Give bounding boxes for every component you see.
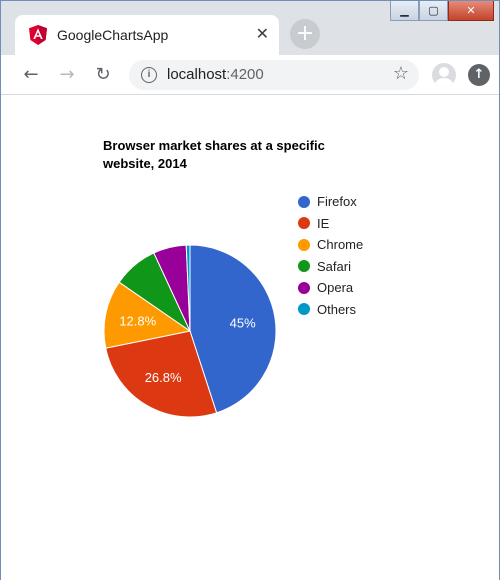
legend-dot (298, 281, 310, 294)
window-controls: ▁ ▢ ✕ (390, 1, 494, 23)
maximize-button[interactable]: ▢ (419, 1, 448, 21)
arrow-right-icon: → (59, 64, 75, 85)
close-icon: ✕ (466, 4, 476, 17)
slice-label-firefox: 45% (230, 316, 256, 331)
tab-googlechartsapp[interactable]: GoogleChartsApp ✕ (15, 15, 279, 55)
slice-label-chrome: 12.8% (119, 313, 156, 328)
legend-item-chrome[interactable]: Chrome (298, 234, 363, 256)
legend-dot (298, 195, 310, 208)
angular-icon (29, 25, 47, 45)
legend-label: Safari (317, 258, 351, 274)
legend-item-safari[interactable]: Safari (298, 256, 363, 278)
minimize-button[interactable]: ▁ (390, 1, 419, 21)
pie-slice-chrome[interactable] (103, 281, 192, 349)
star-icon[interactable]: ☆ (392, 63, 409, 84)
legend-dot (298, 260, 310, 273)
back-button[interactable]: ← (19, 63, 43, 87)
legend-dot (298, 303, 310, 316)
legend-label: Firefox (317, 194, 357, 210)
legend-label: IE (317, 215, 330, 231)
forward-button[interactable]: → (55, 63, 79, 87)
tab-title: GoogleChartsApp (57, 27, 169, 43)
reload-button[interactable]: ↻ (91, 63, 115, 87)
legend-item-ie[interactable]: IE (298, 213, 363, 235)
slice-label-ie: 26.8% (145, 370, 182, 385)
minimize-icon: ▁ (400, 4, 409, 17)
reload-icon: ↻ (95, 64, 111, 85)
legend-label: Others (317, 301, 357, 317)
tab-close-button[interactable]: ✕ (255, 24, 269, 43)
pie-slice-firefox[interactable] (189, 244, 277, 414)
plus-icon: + (295, 21, 315, 46)
close-window-button[interactable]: ✕ (448, 1, 494, 21)
maximize-icon: ▢ (428, 4, 439, 17)
legend-label: Chrome (317, 237, 364, 253)
legend-item-opera[interactable]: Opera (298, 277, 363, 299)
pie-slice-others[interactable] (185, 244, 191, 332)
legend-item-firefox[interactable]: Firefox (298, 191, 363, 213)
arrow-left-icon: ← (23, 64, 39, 85)
pie-slice-ie[interactable] (105, 330, 218, 418)
url-port: :4200 (226, 66, 264, 83)
update-icon[interactable]: ↑ (468, 64, 490, 86)
page-content: Browser market shares at a specific webs… (1, 96, 499, 580)
legend-label: Opera (317, 280, 354, 296)
title-bar: ▁ ▢ ✕ GoogleChartsApp ✕ + (1, 1, 499, 55)
legend-dot (298, 217, 310, 230)
address-bar[interactable]: i localhost:4200 ☆ (129, 60, 419, 90)
chart-legend: Firefox IE Chrome Safari Opera Others (298, 191, 363, 320)
url-host: localhost (167, 66, 227, 83)
new-tab-button[interactable]: + (290, 19, 320, 49)
pie-chart: 45% 26.8% 12.8% (103, 244, 277, 418)
chart-title: Browser market shares at a specific webs… (103, 138, 325, 171)
browser-toolbar: ← → ↻ i localhost:4200 ☆ ↑ (1, 55, 499, 95)
url-text[interactable]: localhost:4200 (167, 66, 264, 83)
info-icon[interactable]: i (141, 67, 157, 83)
legend-dot (298, 238, 310, 251)
legend-item-others[interactable]: Others (298, 299, 363, 321)
avatar-icon[interactable] (432, 63, 456, 87)
